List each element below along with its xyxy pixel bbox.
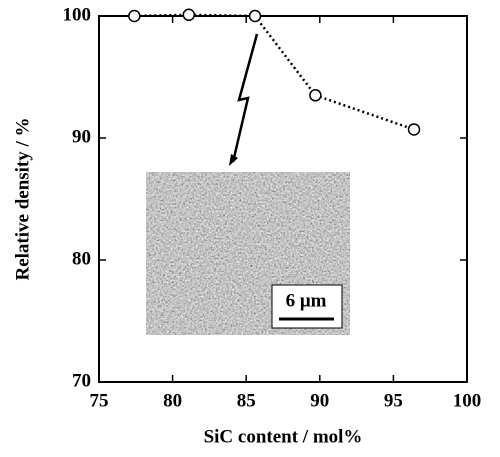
data-line — [134, 15, 414, 130]
y-tick-label: 70 — [72, 370, 91, 391]
data-point — [183, 9, 194, 20]
x-tick-label: 100 — [453, 390, 482, 411]
data-point — [129, 11, 140, 22]
x-axis-label: SiC content / mol% — [204, 426, 363, 447]
arrow — [233, 34, 257, 162]
data-point — [310, 90, 321, 101]
y-tick-label: 100 — [63, 4, 92, 25]
chart: 6 μm SiC content / mol% Relative density… — [0, 0, 500, 452]
data-point — [250, 11, 261, 22]
x-tick-label: 75 — [90, 390, 109, 411]
scale-label: 6 μm — [286, 290, 327, 311]
x-tick-label: 90 — [310, 390, 329, 411]
x-tick-label: 85 — [237, 390, 256, 411]
y-tick-label: 90 — [72, 126, 91, 147]
x-tick-label: 80 — [163, 390, 182, 411]
data-point — [409, 124, 420, 135]
y-tick-label: 80 — [72, 248, 91, 269]
arrow-head — [229, 154, 238, 166]
y-axis-label: Relative density / % — [12, 117, 33, 280]
x-tick-label: 95 — [384, 390, 403, 411]
